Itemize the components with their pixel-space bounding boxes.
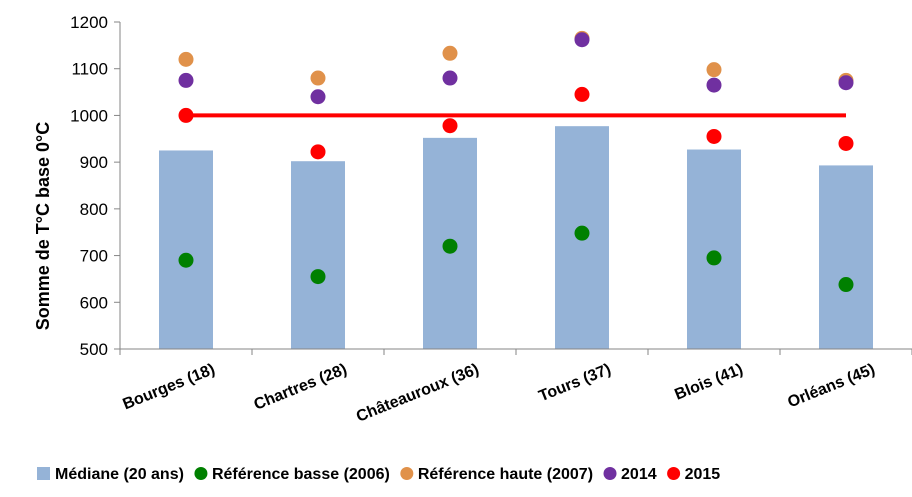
point-2014 <box>706 77 722 93</box>
bar-mediane <box>159 150 213 349</box>
point-r-f-rence-basse-2006 <box>442 238 458 254</box>
point-2014 <box>442 70 458 86</box>
point-r-f-rence-haute-2007 <box>178 51 194 67</box>
legend: Médiane (20 ans) Référence basse (2006) Ré… <box>37 466 720 483</box>
point-2015 <box>706 128 722 144</box>
x-axis: Bourges (18) Chartres (28) Châteauroux (36… <box>119 348 912 426</box>
plot-area <box>159 30 873 350</box>
x-category-label: Tours (37) <box>537 361 614 405</box>
x-category-label: Bourges (18) <box>120 361 217 413</box>
legend-label-r-f-rence-basse-2006: Référence basse (2006) <box>212 466 390 483</box>
legend-swatch-r-f-rence-haute-2007 <box>400 467 414 480</box>
legend-swatch-r-f-rence-basse-2006 <box>194 467 208 480</box>
point-r-f-rence-basse-2006 <box>178 252 194 268</box>
y-axis-label: Somme de T°C base 0°C <box>33 122 53 330</box>
point-2014 <box>574 32 590 48</box>
y-tick-label: 1000 <box>70 106 108 125</box>
point-r-f-rence-haute-2007 <box>310 70 326 86</box>
point-2014 <box>838 75 854 91</box>
y-tick-label: 1200 <box>70 13 108 32</box>
legend-swatch-2014 <box>603 467 617 480</box>
y-tick-label: 700 <box>80 247 108 266</box>
point-r-f-rence-basse-2006 <box>706 250 722 266</box>
point-r-f-rence-haute-2007 <box>706 62 722 78</box>
point-2014 <box>178 72 194 88</box>
point-r-f-rence-basse-2006 <box>310 269 326 285</box>
y-tick-label: 1100 <box>71 60 108 79</box>
legend-label-2015: 2015 <box>685 466 721 483</box>
point-r-f-rence-basse-2006 <box>574 225 590 241</box>
x-category-label: Châteauroux (36) <box>354 361 482 426</box>
y-tick-label: 600 <box>80 293 108 312</box>
bar-mediane <box>819 165 873 349</box>
point-2015 <box>178 107 194 123</box>
bar-mediane <box>291 161 345 349</box>
point-2015 <box>442 118 458 134</box>
legend-swatch-m-diane-20-ans <box>37 467 50 480</box>
legend-swatch-2015 <box>667 467 681 480</box>
x-category-label: Blois (41) <box>672 361 745 404</box>
legend-label-m-diane-20-ans: Médiane (20 ans) <box>55 466 184 483</box>
legend-label-r-f-rence-haute-2007: Référence haute (2007) <box>418 466 593 483</box>
bar-mediane <box>687 149 741 349</box>
point-r-f-rence-basse-2006 <box>838 277 854 293</box>
point-2015 <box>838 135 854 151</box>
y-tick-label: 900 <box>80 153 108 172</box>
x-category-label: Chartres (28) <box>252 361 350 414</box>
y-axis: 500 600 700 800 900 1000 1100 1200 <box>70 13 121 359</box>
y-tick-label: 800 <box>80 200 108 219</box>
y-tick-label: 500 <box>80 340 108 359</box>
legend-label-2014: 2014 <box>621 466 657 483</box>
point-r-f-rence-haute-2007 <box>442 45 458 61</box>
point-2015 <box>310 144 326 160</box>
point-2015 <box>574 86 590 102</box>
point-2014 <box>310 89 326 105</box>
x-category-label: Orléans (45) <box>785 361 877 411</box>
